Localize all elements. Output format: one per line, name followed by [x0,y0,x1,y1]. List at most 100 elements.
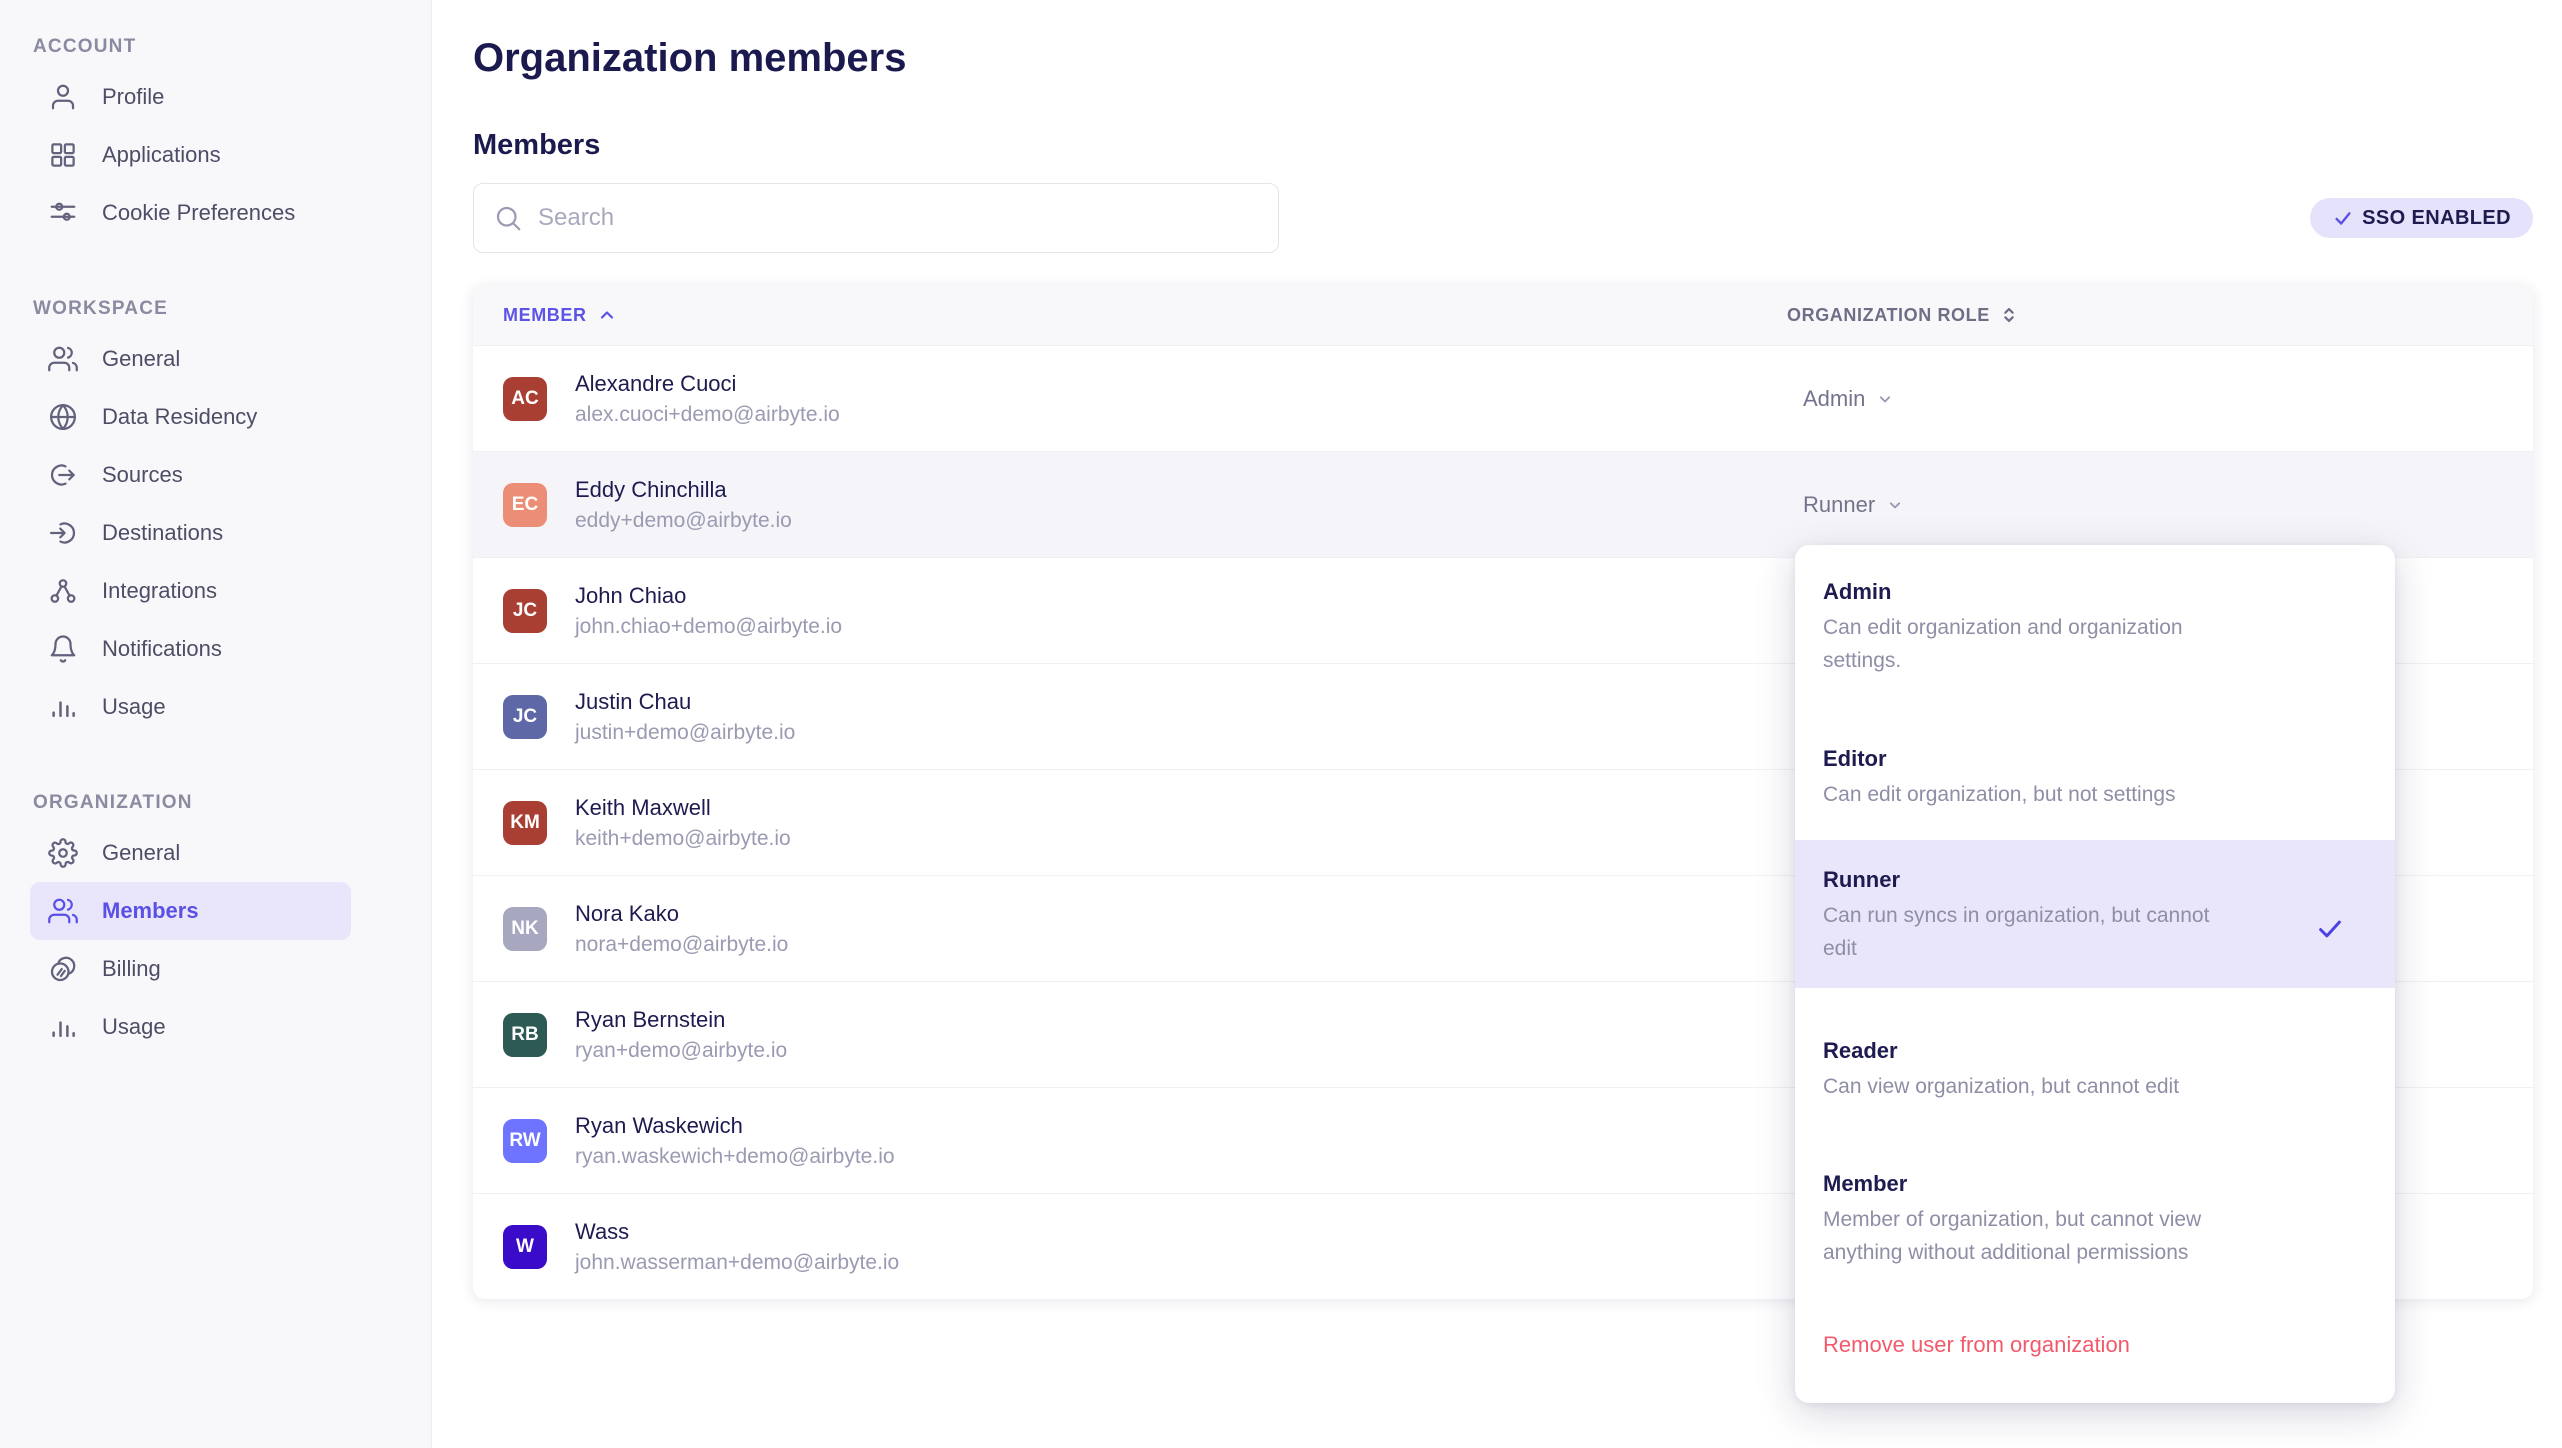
member-cell: RB Ryan Bernstein ryan+demo@airbyte.io [473,1006,1787,1064]
sidebar-section-workspace: WORKSPACE General Data Residency Sources… [0,298,431,736]
integrations-icon [48,576,78,606]
bar-chart-icon [48,1012,78,1042]
chevron-down-icon [1885,495,1905,515]
role-dropdown-menu: Admin Can edit organization and organiza… [1795,545,2395,1403]
role-option-member[interactable]: Member Member of organization, but canno… [1823,1171,2202,1264]
member-cell: RW Ryan Waskewich ryan.waskewich+demo@ai… [473,1112,1787,1170]
member-email: john.chiao+demo@airbyte.io [575,614,843,638]
member-email: nora+demo@airbyte.io [575,932,789,956]
avatar: W [503,1224,547,1269]
table-row: W Wass john.wasserman+demo@airbyte.io [473,1193,2533,1299]
avatar: KM [503,800,547,845]
users-icon [48,344,78,374]
sidebar-item-organization-usage[interactable]: Usage [30,998,351,1056]
bar-chart-icon [48,692,78,722]
member-email: ryan+demo@airbyte.io [575,1038,788,1062]
role-option-reader[interactable]: Reader Can view organization, but cannot… [1823,1038,2180,1098]
sidebar-item-notifications[interactable]: Notifications [30,620,351,678]
sidebar-section-account: ACCOUNT Profile Applications Cookie Pref… [0,36,431,242]
chevron-down-icon [1875,389,1895,409]
sidebar-item-sources[interactable]: Sources [30,446,351,504]
members-section-title: Members [473,129,601,161]
sidebar-item-organization-general[interactable]: General [30,824,351,882]
role-dropdown-trigger[interactable]: Runner [1787,492,2533,518]
settings-sidebar: ACCOUNT Profile Applications Cookie Pref… [0,0,432,1448]
coins-icon [48,954,78,984]
sidebar-item-cookie-preferences[interactable]: Cookie Preferences [30,184,351,242]
search-input[interactable] [473,183,1279,253]
member-email: justin+demo@airbyte.io [575,720,796,744]
member-email: keith+demo@airbyte.io [575,826,791,850]
member-cell: JC Justin Chau justin+demo@airbyte.io [473,688,1787,746]
member-email: alex.cuoci+demo@airbyte.io [575,402,840,426]
member-name: Justin Chau [575,688,692,714]
sso-enabled-badge: SSO ENABLED [2310,198,2533,238]
role-option-runner-selected[interactable]: Runner Can run syncs in organization, bu… [1795,840,2395,988]
members-toolbar: SSO ENABLED [473,183,2533,253]
member-cell: KM Keith Maxwell keith+demo@airbyte.io [473,794,1787,852]
avatar: AC [503,376,547,421]
sidebar-item-profile[interactable]: Profile [30,68,351,126]
member-name: Nora Kako [575,900,679,926]
member-name: Eddy Chinchilla [575,476,727,502]
sidebar-section-organization: ORGANIZATION General Members Billing Usa… [0,792,431,1056]
member-name: Keith Maxwell [575,794,711,820]
page-title: Organization members [473,36,907,80]
role-column-header[interactable]: ORGANIZATION ROLE [1787,304,2533,326]
sidebar-item-billing[interactable]: Billing [30,940,351,998]
member-cell: EC Eddy Chinchilla eddy+demo@airbyte.io [473,476,1787,534]
avatar: RW [503,1118,547,1163]
table-row: RB Ryan Bernstein ryan+demo@airbyte.io [473,981,2533,1087]
sidebar-item-integrations[interactable]: Integrations [30,562,351,620]
sidebar-section-header-organization: ORGANIZATION [33,792,193,813]
avatar: EC [503,482,547,527]
role-dropdown-trigger[interactable]: Admin [1787,386,2533,412]
table-row: EC Eddy Chinchilla eddy+demo@airbyte.io … [473,451,2533,557]
role-option-editor[interactable]: Editor Can edit organization, but not se… [1823,746,2176,806]
member-cell: NK Nora Kako nora+demo@airbyte.io [473,900,1787,958]
member-name: Ryan Bernstein [575,1006,726,1032]
table-row: AC Alexandre Cuoci alex.cuoci+demo@airby… [473,345,2533,451]
member-name: Wass [575,1218,630,1244]
avatar: NK [503,906,547,951]
member-name: Alexandre Cuoci [575,370,737,396]
chevron-up-icon [597,305,617,325]
member-name: Ryan Waskewich [575,1112,743,1138]
table-row: JC John Chiao john.chiao+demo@airbyte.io [473,557,2533,663]
avatar: JC [503,694,547,739]
table-row: KM Keith Maxwell keith+demo@airbyte.io [473,769,2533,875]
sidebar-section-header-account: ACCOUNT [33,36,137,57]
avatar: RB [503,1012,547,1057]
sliders-icon [48,198,78,228]
bell-icon [48,634,78,664]
member-cell: JC John Chiao john.chiao+demo@airbyte.io [473,582,1787,640]
member-email: john.wasserman+demo@airbyte.io [575,1250,900,1274]
grid-icon [48,140,78,170]
sort-icon [1998,304,2020,326]
sidebar-item-applications[interactable]: Applications [30,126,351,184]
user-icon [48,82,78,112]
source-icon [48,460,78,490]
search-icon [493,203,523,233]
sidebar-item-destinations[interactable]: Destinations [30,504,351,562]
gear-icon [48,838,78,868]
member-column-header[interactable]: MEMBER [473,305,1787,326]
sidebar-section-header-workspace: WORKSPACE [33,298,169,319]
check-icon [2332,207,2354,229]
remove-user-button[interactable]: Remove user from organization [1823,1332,2130,1357]
table-header-row: MEMBER ORGANIZATION ROLE [473,285,2533,345]
table-row: RW Ryan Waskewich ryan.waskewich+demo@ai… [473,1087,2533,1193]
sidebar-item-data-residency[interactable]: Data Residency [30,388,351,446]
sidebar-item-members[interactable]: Members [30,882,351,940]
table-row: JC Justin Chau justin+demo@airbyte.io [473,663,2533,769]
sidebar-item-workspace-general[interactable]: General [30,330,351,388]
role-option-admin[interactable]: Admin Can edit organization and organiza… [1823,579,2183,672]
table-row: NK Nora Kako nora+demo@airbyte.io [473,875,2533,981]
member-email: eddy+demo@airbyte.io [575,508,792,532]
sso-badge-label: SSO ENABLED [2362,206,2511,229]
member-cell: AC Alexandre Cuoci alex.cuoci+demo@airby… [473,370,1787,428]
search-box [473,183,1279,253]
check-icon [2315,914,2345,944]
sidebar-item-workspace-usage[interactable]: Usage [30,678,351,736]
users-icon [48,896,78,926]
